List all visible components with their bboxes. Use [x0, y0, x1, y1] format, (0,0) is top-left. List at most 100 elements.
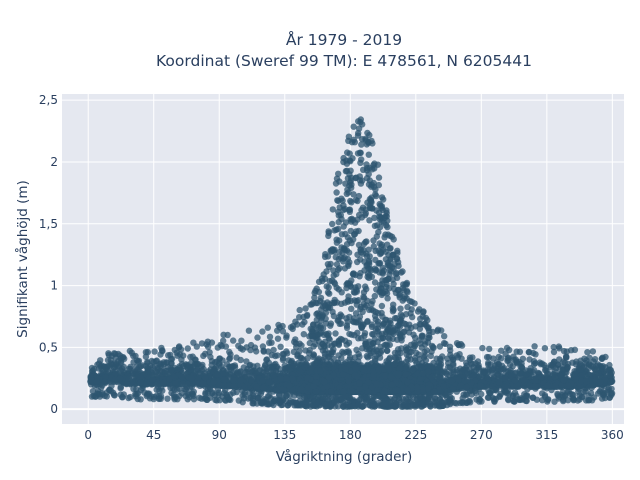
scatter-point [390, 280, 397, 288]
scatter-point [317, 294, 325, 302]
scatter-point [266, 333, 274, 340]
scatter-point [137, 396, 144, 403]
scatter-point [345, 339, 353, 346]
scatter-point [460, 391, 467, 398]
scatter-point [424, 317, 431, 324]
scatter-point [366, 217, 373, 224]
scatter-point [274, 335, 282, 342]
scatter-point [279, 356, 287, 363]
scatter-point [517, 370, 525, 377]
scatter-point [498, 347, 505, 354]
scatter-point [311, 294, 318, 301]
scatter-point [277, 343, 284, 350]
scatter-point [550, 348, 558, 356]
scatter-point [355, 241, 363, 249]
scatter-point [238, 337, 245, 344]
scatter-point [254, 394, 261, 402]
scatter-point [304, 355, 311, 362]
scatter-point [300, 331, 307, 338]
scatter-point [322, 309, 330, 316]
scatter-point [417, 315, 424, 323]
scatter-point [254, 334, 261, 341]
scatter-point [596, 388, 603, 395]
scatter-point [478, 390, 485, 398]
scatter-point [365, 171, 372, 178]
scatter-point [372, 191, 379, 198]
scatter-point [506, 346, 513, 354]
scatter-point [298, 355, 305, 362]
scatter-point [132, 390, 139, 398]
scatter-point [265, 401, 272, 408]
scatter-point [334, 197, 341, 204]
data-points [87, 116, 616, 410]
scatter-point [345, 133, 353, 140]
scatter-point [220, 331, 227, 338]
scatter-point [483, 353, 491, 361]
scatter-point [397, 311, 405, 318]
scatter-point [378, 302, 386, 310]
scatter-point [369, 140, 376, 147]
scatter-point [541, 345, 549, 352]
scatter-point [369, 205, 376, 212]
scatter-point [371, 214, 378, 221]
scatter-point [259, 343, 267, 350]
scatter-point [539, 390, 546, 397]
scatter-point [344, 280, 352, 288]
scatter-point [359, 204, 367, 211]
scatter-point [376, 259, 384, 267]
scatter-point [345, 189, 352, 196]
scatter-point [264, 324, 271, 331]
scatter-point [544, 396, 551, 404]
scatter-point [265, 348, 272, 355]
scatter-point [339, 197, 346, 204]
scatter-point [336, 249, 343, 256]
scatter-point [372, 357, 379, 365]
chart-subtitle: Koordinat (Sweref 99 TM): E 478561, N 62… [156, 52, 532, 70]
scatter-point [333, 189, 340, 196]
scatter-point [384, 295, 391, 302]
scatter-point [245, 327, 253, 334]
scatter-point [259, 328, 266, 335]
scatter-point [230, 337, 237, 344]
scatter-point [365, 151, 372, 158]
scatter-point [351, 297, 358, 304]
scatter-point [184, 345, 191, 352]
scatter-point [359, 308, 366, 315]
scatter-point [412, 401, 420, 408]
scatter-point [274, 327, 281, 334]
scatter-point [203, 341, 210, 348]
scatter-point [171, 386, 178, 393]
scatter-point [323, 330, 330, 338]
scatter-point [361, 330, 369, 337]
scatter-point [279, 328, 287, 335]
scatter-point [396, 290, 404, 298]
scatter-point [335, 212, 342, 219]
scatter-point [89, 388, 97, 395]
scatter-point [348, 305, 355, 312]
scatter-point [378, 194, 386, 201]
chart-title: År 1979 - 2019 [286, 30, 402, 49]
scatter-point [368, 321, 375, 328]
scatter-point [525, 348, 532, 356]
scatter-point [550, 343, 557, 351]
scatter-point [551, 398, 558, 405]
scatter-point [364, 354, 371, 361]
scatter-point [403, 311, 410, 318]
scatter-point [332, 330, 339, 337]
scatter-point [496, 392, 503, 400]
scatter-point [362, 283, 369, 290]
scatter-point [369, 330, 376, 338]
scatter-point [342, 219, 350, 226]
scatter-point [333, 239, 341, 246]
scatter-point [376, 200, 383, 208]
scatter-point [346, 171, 353, 178]
scatter-point [233, 354, 240, 361]
scatter-point [323, 283, 330, 290]
scatter-point [589, 348, 597, 355]
scatter-point [330, 272, 337, 279]
scatter-point [134, 358, 142, 365]
scatter-point [343, 324, 351, 331]
scatter-point [586, 354, 593, 361]
scatter-point [408, 298, 415, 305]
